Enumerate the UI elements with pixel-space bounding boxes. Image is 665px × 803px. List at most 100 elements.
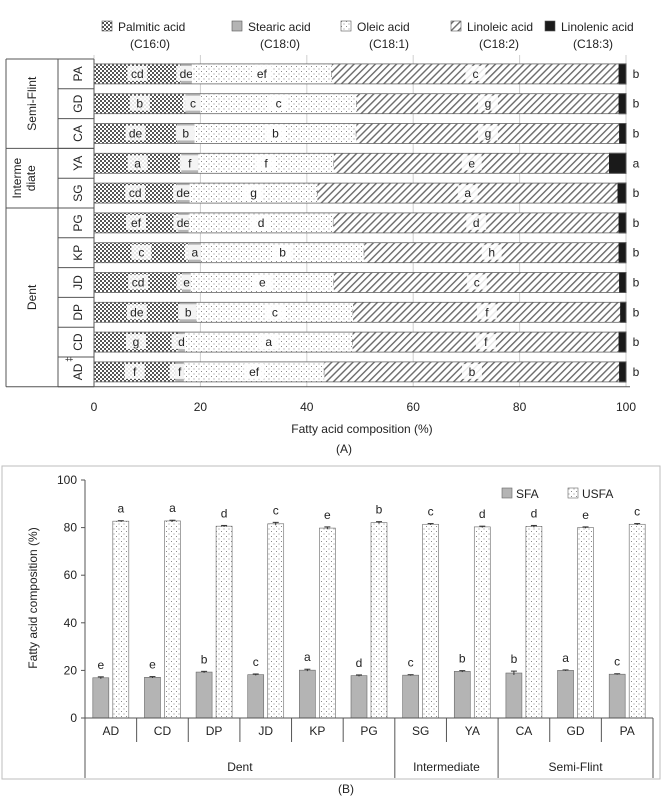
data-label: b [511,652,518,666]
data-label: c [474,276,480,290]
data-label-bg [175,125,196,141]
data-label-bg [179,155,200,171]
data-label-bg [182,95,203,111]
category-label: PG [71,214,85,231]
data-label: b [279,246,286,260]
category-label: GD [567,724,585,738]
data-label: b [633,216,640,230]
panel-a-label: (A) [336,442,352,456]
panel-a-legend: Palmitic acid (C16:0) Stearic acid (C18:0) O… [101,20,634,51]
category-label: KP [71,245,85,261]
bar-outline [93,152,627,174]
data-label: e [183,276,190,290]
legend-sublabel-4: (C18:2) [479,37,519,51]
data-label: b [376,503,383,517]
category-label: SG [412,724,429,738]
bar-outline [93,272,627,293]
bar-segment-black [618,93,627,115]
data-label-bg [178,304,199,320]
category-note: ‡ [64,357,74,362]
data-label: b [633,127,640,141]
data-label-bg [476,304,497,320]
data-label-bg [244,363,265,379]
data-label: c [428,505,434,519]
data-label-bg [251,65,272,81]
bar-segment-black [620,301,627,323]
bar-usfa [473,526,491,719]
panel-b-y-axis-label: Fatty acid composition (%) [26,527,40,668]
data-label-bg [477,95,498,111]
bar-outline [93,331,627,353]
group-label: Dent [227,760,253,774]
panel-b-bars: e a e a b d c c a e d b c c b d b d a e c c [92,501,646,719]
category-label: PA [71,66,85,81]
legend-label-sfa: SFA [516,487,539,501]
panel-b-y-axis: 0 20 40 60 80 100 [57,473,86,725]
legend-swatch-dots [340,20,352,32]
data-label-bg [461,363,482,379]
data-label: b [633,97,640,111]
data-label: g [485,127,492,141]
bar-sfa [557,670,574,719]
legend-swatch-sfa [501,487,513,499]
data-label: b [633,246,640,260]
legend-swatch-usfa [567,487,579,499]
bar-sfa [299,669,316,719]
data-label-bg [466,274,487,290]
data-label: d [258,216,265,230]
data-label: e [468,156,475,170]
data-label-bg [184,244,205,260]
data-label: c [472,67,478,81]
y-tick-label: 60 [64,568,78,582]
bar-outline [93,63,627,85]
data-label-bg [176,65,197,81]
legend-label-3: Oleic acid [357,20,410,34]
data-label: a [464,186,471,200]
legend-label-5: Linolenic acid [561,20,634,34]
data-label: b [633,365,640,379]
data-label-bg [243,185,264,201]
data-label: cd [131,67,144,81]
bar-usfa [319,527,336,719]
data-label-bg [125,125,146,141]
data-label: d [531,506,538,520]
category-label: DP [71,304,85,321]
legend-label-4: Linoleic acid [467,20,533,34]
data-label-bg [173,185,194,201]
group-label-line1: Interme [10,158,24,199]
panel-b: SFA USFA 0 20 40 60 80 100 Fatty acid composit… [1,465,661,796]
category-label: CA [516,724,533,738]
data-label: b [633,305,640,319]
bar-usfa [267,523,285,719]
data-label-bg [252,274,273,290]
data-label: b [633,67,640,81]
data-label-bg [265,125,286,141]
data-label: a [562,651,569,665]
data-label: f [485,305,489,319]
bar-segment-black [618,212,627,234]
data-label: a [633,156,640,170]
data-label: c [276,97,282,111]
bar-segment-black [619,123,627,144]
data-label-bg [256,155,277,171]
data-label: de [180,67,194,81]
bar-outline [93,361,627,383]
data-label: e [97,658,104,672]
y-tick-label: 100 [57,473,77,487]
bar-sfa [453,671,471,719]
bar-usfa [525,526,543,719]
data-label-bg [127,155,148,171]
group-label-line2: diate [24,165,38,191]
data-label: d [473,216,480,230]
legend-swatch-checker [101,20,113,32]
data-label: c [138,246,144,260]
bar-segment-black [618,331,627,353]
data-label: cd [132,276,145,290]
data-label: c [408,656,414,670]
data-label: f [178,365,182,379]
data-label: c [614,655,620,669]
data-label: f [188,156,192,170]
category-label: CD [71,333,85,351]
data-label-bg [465,65,486,81]
bar-outline [93,242,627,264]
